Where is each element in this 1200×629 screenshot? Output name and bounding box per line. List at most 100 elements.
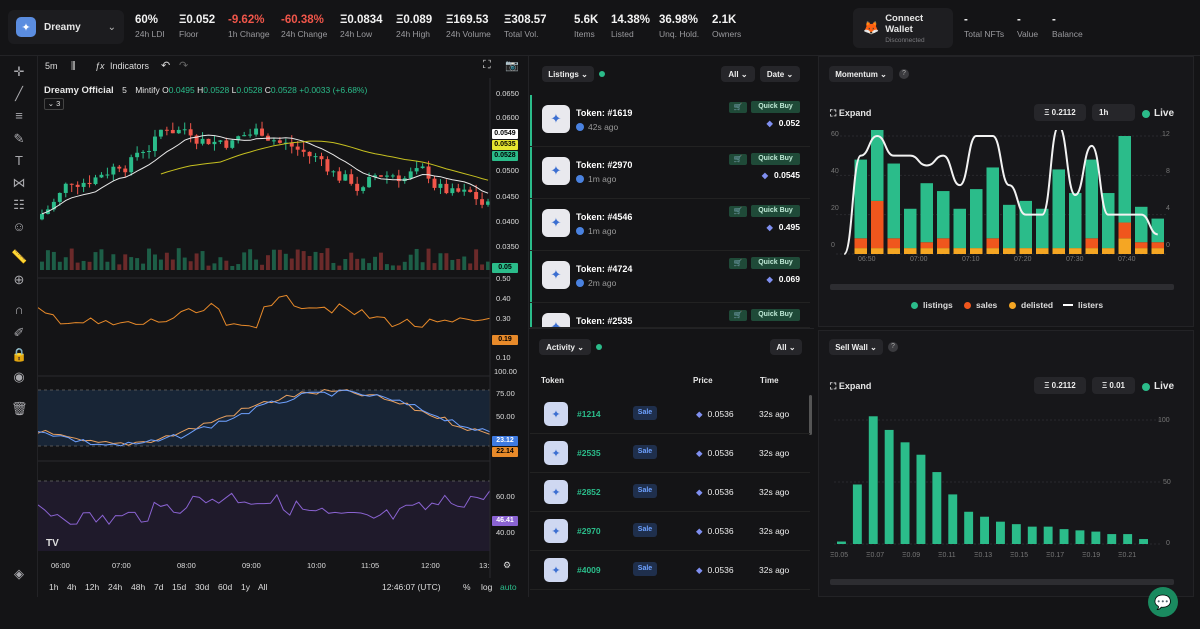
listing-item[interactable]: ✦ Token: #2535 🛒 Quick Buy (530, 303, 810, 328)
sell-wall-step-box[interactable]: Ξ 0.01 (1092, 377, 1135, 394)
redo-icon[interactable]: ↷ (179, 60, 189, 72)
quick-buy-button[interactable]: Quick Buy (751, 153, 800, 165)
help-icon[interactable]: ? (888, 342, 898, 352)
legend-sales[interactable]: sales (964, 300, 997, 310)
cart-icon[interactable]: 🛒 (729, 206, 747, 217)
text-icon[interactable]: T (15, 153, 23, 168)
momentum-expand-button[interactable]: ⛶ Expand (830, 108, 872, 118)
activity-row[interactable]: ✦ #1214 Sale ◆ 0.0536 32s ago (530, 395, 810, 434)
activity-row[interactable]: ✦ #2852 Sale ◆ 0.0536 32s ago (530, 473, 810, 512)
indicators-button[interactable]: Indicators (110, 61, 150, 71)
sell-wall-scrollbar[interactable] (830, 579, 1174, 585)
fullscreen-icon[interactable]: ⛶ (483, 59, 491, 71)
eye-icon[interactable]: ◉ (13, 369, 25, 384)
quick-buy-button[interactable]: Quick Buy (751, 309, 800, 321)
trash-icon[interactable]: 🗑 (11, 401, 28, 416)
activity-token[interactable]: #2852 (577, 487, 601, 497)
cart-icon[interactable]: 🛒 (729, 310, 747, 321)
candle-type-icon[interactable]: ⫼ (71, 61, 76, 72)
activity-token[interactable]: #4009 (577, 565, 601, 575)
sell-wall-chart[interactable] (830, 412, 1176, 552)
scrollbar[interactable] (809, 395, 812, 435)
range-48h[interactable]: 48h (131, 582, 146, 592)
pattern-icon[interactable]: ⋈ (12, 175, 26, 190)
camera-icon[interactable]: 📷 (505, 60, 519, 72)
collapse-indicators-button[interactable]: ⌄ 3 (44, 98, 64, 110)
activity-filter-all[interactable]: All ⌄ (770, 339, 802, 355)
connect-wallet-button[interactable]: 🦊 Connect Wallet Disconnected (853, 8, 953, 48)
listing-item[interactable]: ✦ Token: #1619 42s ago 🛒 Quick Buy ◆ 0.05… (530, 95, 810, 147)
layers-icon[interactable]: ◈ (14, 566, 24, 581)
crosshair-icon[interactable]: ✛ (13, 64, 25, 79)
measure-icon[interactable]: 📏 (11, 249, 28, 264)
range-7d[interactable]: 7d (154, 582, 164, 592)
activity-token[interactable]: #2535 (577, 448, 601, 458)
stat-label: Items (574, 29, 595, 39)
cart-icon[interactable]: 🛒 (729, 154, 747, 165)
range-60d[interactable]: 60d (218, 582, 233, 592)
tradingview-logo-icon[interactable]: TV (46, 538, 59, 549)
activity-token[interactable]: #2970 (577, 526, 601, 536)
ruler-settings-icon[interactable]: ☷ (13, 197, 25, 212)
activity-token[interactable]: #1214 (577, 409, 601, 419)
interval-button[interactable]: 5m (45, 61, 58, 71)
sell-wall-tab[interactable]: Sell Wall ⌄ (829, 339, 883, 355)
range-1y[interactable]: 1y (241, 582, 250, 592)
legend-listers[interactable]: listers (1063, 300, 1103, 310)
range-all[interactable]: All (258, 582, 268, 592)
activity-row[interactable]: ✦ #4009 Sale ◆ 0.0536 32s ago (530, 551, 810, 590)
listings-tab[interactable]: Listings ⌄ (542, 66, 594, 82)
quick-buy-button[interactable]: Quick Buy (751, 257, 800, 269)
lock-icon[interactable]: 🔒 (11, 347, 28, 362)
sell-wall-price-box[interactable]: Ξ 0.2112 (1034, 377, 1086, 394)
legend-listings[interactable]: listings (911, 300, 953, 310)
legend-delisted[interactable]: delisted (1009, 300, 1053, 310)
activity-tab[interactable]: Activity ⌄ (539, 339, 591, 355)
horizontal-lines-icon[interactable]: ≡ (15, 108, 23, 123)
undo-icon[interactable]: ↶ (161, 60, 171, 72)
cart-icon[interactable]: 🛒 (729, 258, 747, 269)
log-scale-toggle[interactable]: log (481, 582, 493, 592)
listing-item[interactable]: ✦ Token: #4546 1m ago 🛒 Quick Buy ◆ 0.495 (530, 199, 810, 251)
momentum-price-box[interactable]: Ξ 0.2112 (1034, 104, 1086, 121)
range-15d[interactable]: 15d (172, 582, 187, 592)
wallet-value: - Value (1017, 14, 1039, 39)
listings-filter-all[interactable]: All ⌄ (721, 66, 755, 82)
close-label: C (264, 85, 271, 95)
lock-drawings-icon[interactable]: ✐ (13, 325, 25, 340)
candle (158, 129, 163, 137)
help-icon[interactable]: ? (899, 69, 909, 79)
x-tick: 07:40 (1118, 256, 1136, 263)
momentum-tab[interactable]: Momentum ⌄ (829, 66, 893, 82)
range-30d[interactable]: 30d (195, 582, 210, 592)
activity-row[interactable]: ✦ #2535 Sale ◆ 0.0536 32s ago (530, 434, 810, 473)
emoji-icon[interactable]: ☺ (12, 219, 26, 234)
brush-icon[interactable]: ✎ (13, 131, 25, 146)
indicators-fx-icon[interactable]: ƒx (95, 61, 105, 71)
quick-buy-button[interactable]: Quick Buy (751, 205, 800, 217)
price-chart[interactable] (38, 78, 528, 578)
activity-row[interactable]: ✦ #2970 Sale ◆ 0.0536 32s ago (530, 512, 810, 551)
momentum-interval[interactable]: 1h (1092, 104, 1135, 121)
cart-icon[interactable]: 🛒 (729, 102, 747, 113)
percent-scale-toggle[interactable]: % (463, 582, 471, 592)
chat-support-button[interactable]: 💬 (1148, 587, 1178, 617)
auto-scale-toggle[interactable]: auto (500, 582, 517, 592)
range-24h[interactable]: 24h (108, 582, 123, 592)
momentum-scrollbar[interactable] (830, 284, 1174, 290)
range-4h[interactable]: 4h (67, 582, 77, 592)
settings-gear-icon[interactable]: ⚙ (503, 560, 512, 570)
momentum-chart[interactable] (830, 130, 1176, 260)
listings-sort-date[interactable]: Date ⌄ (760, 66, 800, 82)
quick-buy-button[interactable]: Quick Buy (751, 101, 800, 113)
range-1h[interactable]: 1h (49, 582, 59, 592)
collection-selector[interactable]: ✦ Dreamy ⌄ (8, 10, 124, 44)
zoom-icon[interactable]: ⊕ (13, 272, 25, 287)
listing-item[interactable]: ✦ Token: #4724 2m ago 🛒 Quick Buy ◆ 0.069 (530, 251, 810, 303)
listing-item[interactable]: ✦ Token: #2970 1m ago 🛒 Quick Buy ◆ 0.054… (530, 147, 810, 199)
volume-bar (147, 248, 151, 270)
range-12h[interactable]: 12h (85, 582, 100, 592)
sell-wall-expand-button[interactable]: ⛶ Expand (830, 381, 872, 391)
trend-line-icon[interactable]: ╱ (15, 86, 23, 101)
magnet-icon[interactable]: ∩ (14, 302, 24, 317)
